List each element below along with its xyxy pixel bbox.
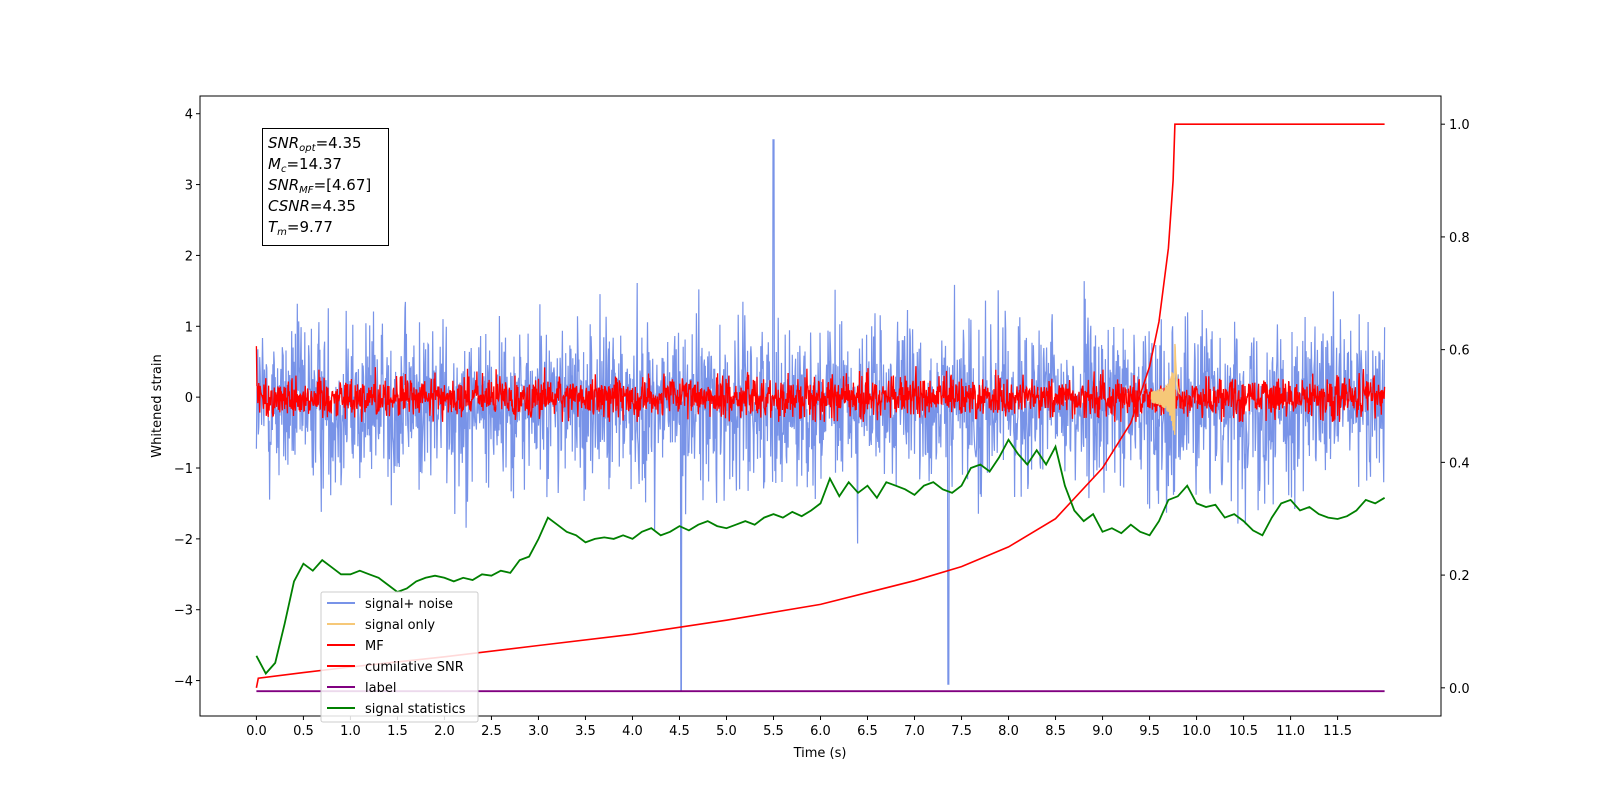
y-axis-left: 4 3 2 1 0 −1 −2 −3 −4 bbox=[174, 108, 200, 690]
snr-mf-line: SNRMF=[4.67] bbox=[268, 176, 372, 196]
y2-tick-label: 0.8 bbox=[1449, 231, 1470, 246]
y2-tick-label: 0.0 bbox=[1449, 682, 1470, 697]
stats-annotation: SNRopt=4.35 Mc=14.37 SNRMF=[4.67] CSNR=4… bbox=[262, 128, 389, 246]
legend-label-mf: MF bbox=[365, 639, 384, 654]
y-tick-label: 2 bbox=[185, 249, 193, 264]
x-tick-label: 11.5 bbox=[1323, 724, 1352, 739]
tm-line: Tm=9.77 bbox=[268, 218, 333, 238]
y2-tick-label: 0.6 bbox=[1449, 344, 1470, 359]
x-axis: 0.0 0.5 1.0 1.5 2.0 2.5 3.0 3.5 4.0 4.5 5.0 5.5 6.0 6… bbox=[246, 716, 1352, 739]
y-tick-label: −1 bbox=[174, 462, 193, 477]
x-tick-label: 4.5 bbox=[669, 724, 690, 739]
x-tick-label: 1.5 bbox=[387, 724, 408, 739]
legend-box bbox=[320, 591, 479, 723]
y2-tick-label: 1.0 bbox=[1449, 118, 1470, 133]
legend-label-signal-only: signal only bbox=[365, 618, 435, 633]
mc-line: Mc=14.37 bbox=[268, 155, 342, 175]
y-axis-label: Whitened strain bbox=[150, 354, 165, 457]
x-tick-label: 10.5 bbox=[1229, 724, 1258, 739]
x-tick-label: 6.0 bbox=[810, 724, 831, 739]
series-signal-statistics-line bbox=[255, 437, 1386, 676]
x-tick-label: 9.5 bbox=[1139, 724, 1160, 739]
y-tick-label: −2 bbox=[174, 533, 193, 548]
y-axis-right: 1.0 0.8 0.6 0.4 0.2 0.0 bbox=[1441, 118, 1470, 697]
x-tick-label: 7.5 bbox=[951, 724, 972, 739]
x-tick-label: 3.5 bbox=[575, 724, 596, 739]
legend-label-cumulative-snr: cumilative SNR bbox=[365, 660, 464, 675]
snr-opt-line: SNRopt=4.35 bbox=[268, 134, 362, 154]
x-tick-label: 2.0 bbox=[434, 724, 455, 739]
x-tick-label: 8.5 bbox=[1045, 724, 1066, 739]
y-tick-label: 0 bbox=[185, 391, 193, 406]
x-tick-label: 8.0 bbox=[998, 724, 1019, 739]
y-tick-label: −3 bbox=[174, 604, 193, 619]
y2-tick-label: 0.4 bbox=[1449, 456, 1470, 471]
y-tick-label: −4 bbox=[174, 675, 193, 690]
series-signal-only-line bbox=[1150, 343, 1181, 435]
legend-label-signal-noise: signal+ noise bbox=[365, 597, 453, 612]
csnr-line: CSNR=4.35 bbox=[268, 197, 356, 215]
x-tick-label: 5.5 bbox=[763, 724, 784, 739]
legend-label-signal-statistics: signal statistics bbox=[365, 702, 466, 717]
x-tick-label: 1.0 bbox=[340, 724, 361, 739]
x-tick-label: 6.5 bbox=[857, 724, 878, 739]
legend: signal+ noise signal only MF cumilative … bbox=[320, 591, 479, 723]
y-tick-label: 3 bbox=[185, 179, 193, 194]
x-tick-label: 3.0 bbox=[528, 724, 549, 739]
x-axis-label: Time (s) bbox=[793, 746, 847, 761]
legend-label-label: label bbox=[365, 681, 396, 696]
x-tick-label: 4.0 bbox=[622, 724, 643, 739]
x-tick-label: 11.0 bbox=[1276, 724, 1305, 739]
series-mf-line bbox=[255, 346, 1386, 422]
x-tick-label: 2.5 bbox=[481, 724, 502, 739]
x-tick-label: 9.0 bbox=[1092, 724, 1113, 739]
x-tick-label: 7.0 bbox=[904, 724, 925, 739]
y-tick-label: 4 bbox=[185, 108, 193, 123]
x-tick-label: 0.5 bbox=[293, 724, 314, 739]
y2-tick-label: 0.2 bbox=[1449, 569, 1470, 584]
x-tick-label: 10.0 bbox=[1182, 724, 1211, 739]
y-tick-label: 1 bbox=[185, 320, 193, 335]
x-tick-label: 0.0 bbox=[246, 724, 267, 739]
x-tick-label: 5.0 bbox=[716, 724, 737, 739]
